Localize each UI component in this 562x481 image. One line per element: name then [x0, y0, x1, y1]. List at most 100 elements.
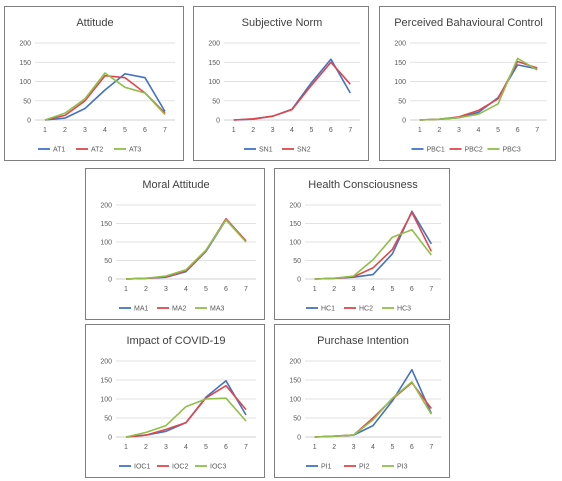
- legend-label: PI3: [397, 464, 408, 471]
- x-tick-label: 6: [224, 286, 228, 293]
- series-line-ma3: [125, 218, 247, 280]
- legend-label: PBC3: [503, 147, 521, 154]
- y-tick-label: 100: [208, 79, 220, 86]
- series-line-pbc1: [419, 64, 538, 121]
- y-tick-label: 50: [212, 98, 220, 105]
- y-tick-label: 150: [19, 60, 31, 67]
- y-tick-label: 100: [394, 79, 406, 86]
- chart-title: Health Consciousness: [308, 179, 418, 191]
- y-tick-label: 200: [289, 203, 301, 210]
- y-tick-label: 0: [216, 118, 220, 125]
- x-tick-label: 3: [352, 286, 356, 293]
- y-tick-label: 50: [398, 98, 406, 105]
- x-tick-label: 5: [390, 286, 394, 293]
- x-tick-label: 3: [164, 286, 168, 293]
- y-tick-label: 50: [104, 258, 112, 265]
- y-tick-label: 50: [104, 416, 112, 423]
- y-tick-label: 200: [394, 41, 406, 48]
- series-line-ioc3: [125, 397, 247, 438]
- x-tick-label: 1: [232, 127, 236, 134]
- y-tick-label: 0: [297, 435, 301, 442]
- series-line-pbc2: [419, 60, 538, 121]
- y-tick-label: 50: [23, 98, 31, 105]
- x-tick-label: 7: [163, 127, 167, 134]
- series-line-pi2: [314, 381, 432, 438]
- y-tick-label: 150: [394, 60, 406, 67]
- series-line-hc3: [314, 228, 432, 280]
- x-tick-label: 5: [496, 127, 500, 134]
- series-line-hc2: [314, 211, 433, 280]
- x-tick-label: 4: [290, 127, 294, 134]
- x-tick-label: 6: [143, 127, 147, 134]
- series-line-sn1: [233, 58, 351, 121]
- legend-label: HC1: [321, 306, 335, 313]
- chart-health-consciousness: Health Consciousness 0 50 100 150 200 1 2 3 4 5 6 7 H…: [289, 179, 441, 313]
- series-line-sn2: [233, 61, 351, 121]
- y-tick-label: 150: [100, 221, 112, 228]
- x-tick-label: 7: [244, 286, 248, 293]
- y-tick-label: 0: [27, 118, 31, 125]
- x-tick-label: 4: [184, 286, 188, 293]
- chart-purchase-intention: Purchase Intention 0 50 100 150 200 1 2 3 4 5 6 7 PI1…: [289, 335, 441, 471]
- y-tick-label: 0: [108, 435, 112, 442]
- x-tick-label: 7: [535, 127, 539, 134]
- x-tick-label: 2: [332, 286, 336, 293]
- x-tick-label: 4: [477, 127, 481, 134]
- y-tick-label: 50: [293, 258, 301, 265]
- legend-label: AT2: [91, 147, 103, 154]
- x-tick-label: 6: [410, 286, 414, 293]
- chart-attitude: Attitude 0 50 100 150 200 1 2 3 4 5 6 7 AT1 AT2 AT3: [19, 17, 175, 154]
- chart-panel-perceived-behavioural-control: Perceived Bahavioural Control 0 50 100 150 20…: [379, 6, 556, 161]
- x-tick-label: 2: [332, 444, 336, 451]
- x-tick-label: 1: [124, 444, 128, 451]
- chart-panel-health-consciousness: Health Consciousness 0 50 100 150 200 1 2 3 4 5 6 7 H…: [274, 168, 450, 320]
- series-line-pbc3: [419, 57, 538, 121]
- x-tick-label: 4: [371, 286, 375, 293]
- chart-title: Subjective Norm: [242, 17, 323, 29]
- y-tick-label: 100: [19, 79, 31, 86]
- x-tick-label: 3: [164, 444, 168, 451]
- chart-title: Moral Attitude: [142, 179, 209, 191]
- x-tick-label: 4: [184, 444, 188, 451]
- x-tick-label: 5: [123, 127, 127, 134]
- chart-impact-of-covid: Impact of COVID-19 0 50 100 150 200 1 2 3 4 5 6 7 IOC…: [100, 335, 256, 471]
- series-line-hc1: [314, 210, 432, 280]
- x-tick-label: 7: [244, 444, 248, 451]
- y-tick-label: 150: [289, 378, 301, 385]
- y-tick-label: 200: [100, 203, 112, 210]
- y-tick-label: 0: [297, 277, 301, 284]
- x-tick-label: 6: [329, 127, 333, 134]
- x-tick-label: 2: [251, 127, 255, 134]
- x-tick-label: 4: [103, 127, 107, 134]
- x-tick-label: 5: [204, 444, 208, 451]
- chart-panel-attitude: Attitude 0 50 100 150 200 1 2 3 4 5 6 7 AT1 AT2 AT3: [4, 6, 184, 161]
- chart-panel-purchase-intention: Purchase Intention 0 50 100 150 200 1 2 3 4 5 6 7 PI1…: [274, 324, 450, 478]
- x-tick-label: 4: [371, 444, 375, 451]
- y-tick-label: 0: [108, 277, 112, 284]
- x-tick-label: 1: [313, 286, 317, 293]
- y-tick-label: 100: [100, 397, 112, 404]
- legend-label: MA1: [134, 306, 149, 313]
- x-tick-label: 3: [271, 127, 275, 134]
- x-tick-label: 1: [418, 127, 422, 134]
- chart-title: Attitude: [76, 17, 113, 29]
- legend-label: AT1: [53, 147, 65, 154]
- legend-label: PBC1: [427, 147, 445, 154]
- x-tick-label: 2: [437, 127, 441, 134]
- chart-title: Impact of COVID-19: [126, 335, 225, 347]
- chart-subjective-norm: Subjective Norm 0 50 100 150 200 1 2 3 4 5 6 7 SN1 SN2: [208, 17, 360, 154]
- chart-panel-subjective-norm: Subjective Norm 0 50 100 150 200 1 2 3 4 5 6 7 SN1 SN2: [193, 6, 369, 161]
- x-tick-label: 1: [124, 286, 128, 293]
- series-line-at3: [44, 72, 166, 121]
- x-tick-label: 2: [144, 444, 148, 451]
- x-tick-label: 7: [429, 444, 433, 451]
- x-tick-label: 6: [224, 444, 228, 451]
- x-tick-label: 2: [144, 286, 148, 293]
- series-line-at1: [44, 73, 166, 121]
- y-tick-label: 200: [208, 41, 220, 48]
- chart-moral-attitude: Moral Attitude 0 50 100 150 200 1 2 3 4 5 6 7 MA1 MA2 M…: [100, 179, 256, 313]
- x-tick-label: 5: [204, 286, 208, 293]
- y-tick-label: 100: [100, 240, 112, 247]
- legend-label: SN2: [297, 147, 311, 154]
- x-tick-label: 5: [309, 127, 313, 134]
